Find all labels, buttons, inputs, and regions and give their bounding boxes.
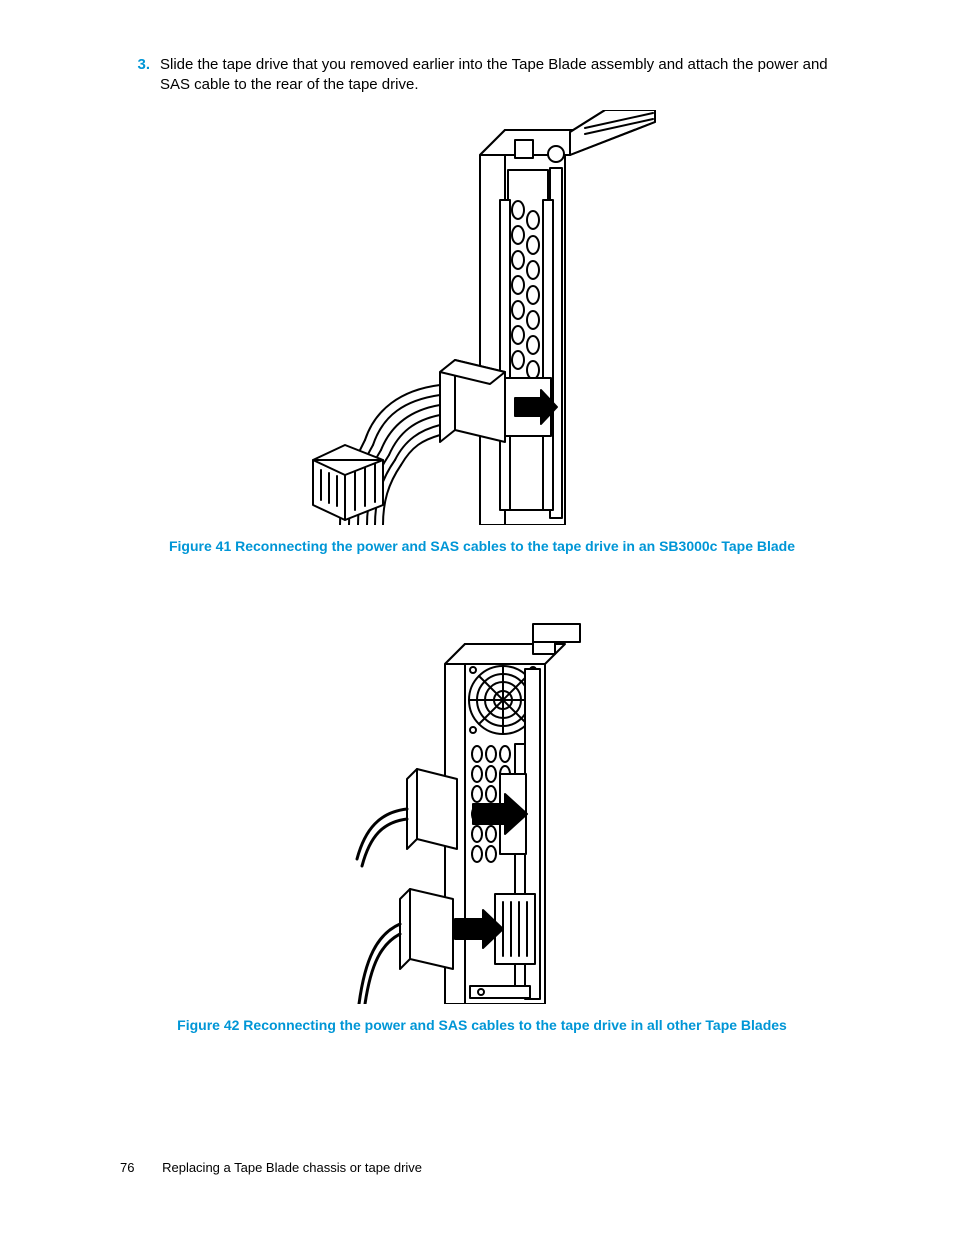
- document-page: 3. Slide the tape drive that you removed…: [0, 0, 954, 1235]
- spacing-gap: [120, 554, 844, 600]
- step-number: 3.: [120, 55, 160, 75]
- figure-41-block: Figure 41 Reconnecting the power and SAS…: [120, 110, 844, 554]
- page-number: 76: [120, 1160, 134, 1175]
- figure-41-caption: Figure 41 Reconnecting the power and SAS…: [120, 538, 844, 554]
- chapter-title: Replacing a Tape Blade chassis or tape d…: [162, 1160, 422, 1175]
- figure-42-caption: Figure 42 Reconnecting the power and SAS…: [120, 1017, 844, 1033]
- figure-42-image: [355, 614, 609, 1009]
- figure-42-block: Figure 42 Reconnecting the power and SAS…: [120, 614, 844, 1033]
- page-footer: 76 Replacing a Tape Blade chassis or tap…: [120, 1160, 422, 1175]
- figure-41-image: [305, 110, 660, 530]
- step-text: Slide the tape drive that you removed ea…: [160, 55, 844, 96]
- step-3: 3. Slide the tape drive that you removed…: [120, 55, 844, 96]
